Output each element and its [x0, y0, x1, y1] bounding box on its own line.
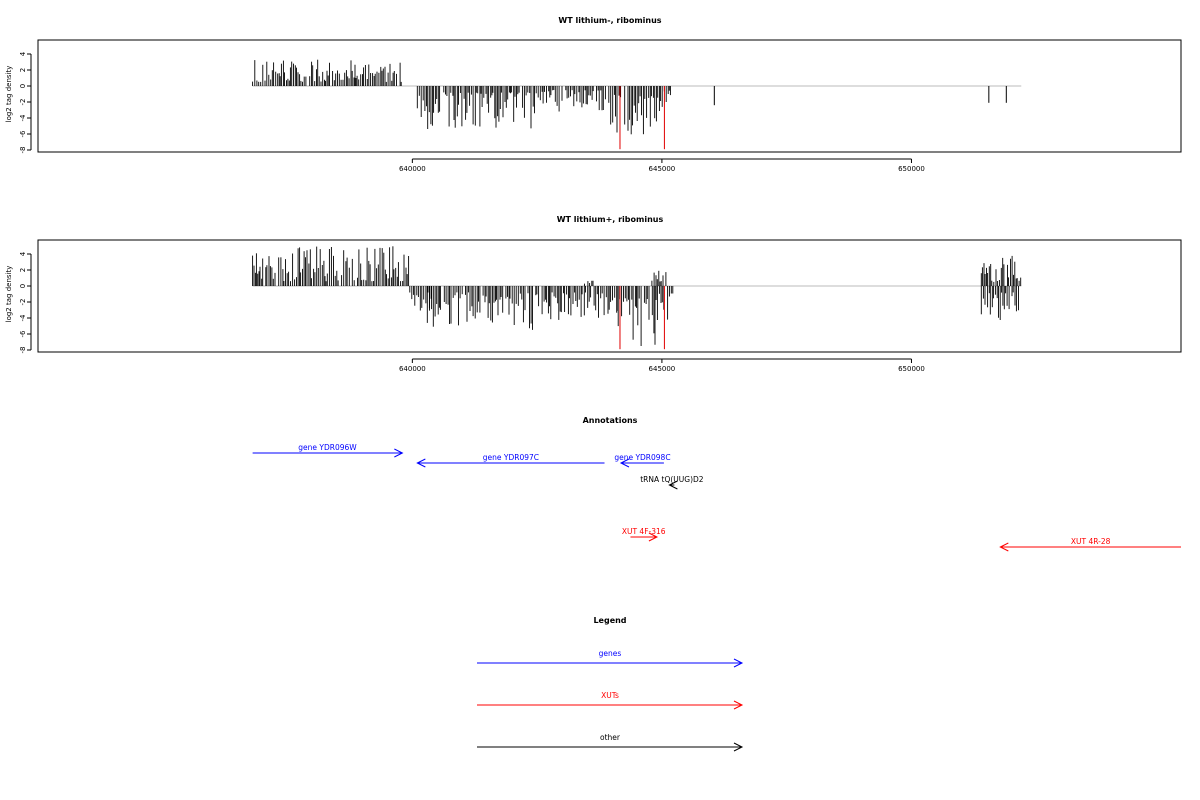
arrow-head	[733, 658, 744, 668]
y-tick-label: -8	[19, 147, 27, 154]
legend-title: Legend	[593, 616, 626, 625]
tag-density-bars	[252, 59, 1007, 135]
x-axis: 640000 645000 650000	[399, 358, 925, 373]
annotation-arrow	[252, 448, 404, 458]
annotation-item: XUT 4R-28	[999, 537, 1181, 552]
x-tick-label: 645000	[649, 165, 676, 173]
annotation-items: gene YDR096W gene YDR097C gene YDR098C tRNA…	[252, 443, 1181, 552]
plot-frame	[37, 39, 1182, 153]
annotation-arrow	[999, 542, 1181, 552]
y-tick-label: -4	[19, 314, 27, 322]
y-tick-label: -2	[19, 299, 27, 306]
annotation-item: gene YDR097C	[416, 453, 605, 468]
annotation-item: gene YDR098C	[614, 453, 671, 468]
annotation-arrow	[619, 458, 664, 468]
annotations-title: Annotations	[583, 416, 638, 425]
annotation-label: XUT 4F-316	[622, 527, 666, 536]
legend-item: XUTs	[477, 691, 744, 710]
legend: Legend genes XUTs other	[477, 616, 744, 752]
y-axis: 4 2 0 -2 -4 -6 -8	[19, 251, 32, 354]
legend-label: genes	[599, 649, 622, 658]
arrow-head	[648, 532, 659, 542]
y-tick-label: 2	[19, 68, 27, 72]
track-panel-lithium-minus: WT lithium-, ribominus log2 tag density …	[5, 16, 1182, 173]
annotation-arrow	[630, 532, 659, 542]
annotation-label: XUT 4R-28	[1071, 537, 1111, 546]
y-tick-label: -4	[19, 114, 27, 122]
annotation-item: tRNA tQ(UUG)D2	[640, 475, 704, 490]
legend-item: genes	[477, 649, 744, 668]
y-axis-label: log2 tag density	[5, 66, 13, 123]
panel-title: WT lithium+, ribominus	[557, 215, 664, 224]
annotation-arrow	[668, 480, 678, 490]
annotation-label: gene YDR097C	[483, 453, 539, 462]
annotation-label: tRNA tQ(UUG)D2	[640, 475, 704, 484]
legend-arrow	[477, 658, 744, 668]
track-panel-lithium-plus: WT lithium+, ribominus log2 tag density …	[5, 215, 1182, 373]
arrow-head	[668, 480, 678, 490]
y-axis: 4 2 0 -2 -4 -6 -8	[19, 51, 32, 154]
y-tick-label: 4	[19, 251, 27, 256]
highlight-bars	[619, 286, 665, 350]
annotation-item: XUT 4F-316	[622, 527, 666, 542]
y-tick-label: -8	[19, 347, 27, 354]
x-tick-label: 650000	[898, 365, 925, 373]
x-axis: 640000 645000 650000	[399, 158, 925, 173]
annotation-arrow	[416, 458, 605, 468]
legend-arrow	[477, 742, 744, 752]
annotation-label: gene YDR096W	[298, 443, 357, 452]
y-tick-label: 0	[19, 84, 27, 88]
arrow-head	[394, 448, 404, 458]
legend-items: genes XUTs other	[477, 649, 744, 752]
y-tick-label: 2	[19, 268, 27, 272]
legend-label: XUTs	[601, 691, 619, 700]
legend-label: other	[600, 733, 621, 742]
panel-title: WT lithium-, ribominus	[558, 16, 661, 25]
x-tick-label: 645000	[649, 365, 676, 373]
tag-density-bars	[252, 246, 1022, 346]
x-tick-label: 640000	[399, 365, 426, 373]
y-tick-label: 0	[19, 284, 27, 288]
x-tick-label: 640000	[399, 165, 426, 173]
annotation-item: gene YDR096W	[252, 443, 404, 458]
legend-item: other	[477, 733, 744, 752]
x-tick-label: 650000	[898, 165, 925, 173]
arrow-head	[619, 458, 630, 468]
arrow-head	[733, 700, 744, 710]
arrow-head	[416, 458, 426, 468]
y-tick-label: 4	[19, 51, 27, 56]
annotation-label: gene YDR098C	[614, 453, 670, 462]
legend-arrow	[477, 700, 744, 710]
arrow-head	[733, 742, 744, 752]
y-tick-label: -2	[19, 99, 27, 106]
y-tick-label: -6	[19, 130, 27, 138]
plot-frame	[37, 239, 1182, 353]
arrow-head	[999, 542, 1009, 552]
y-axis-label: log2 tag density	[5, 266, 13, 323]
y-tick-label: -6	[19, 330, 27, 338]
highlight-bars	[619, 86, 665, 150]
